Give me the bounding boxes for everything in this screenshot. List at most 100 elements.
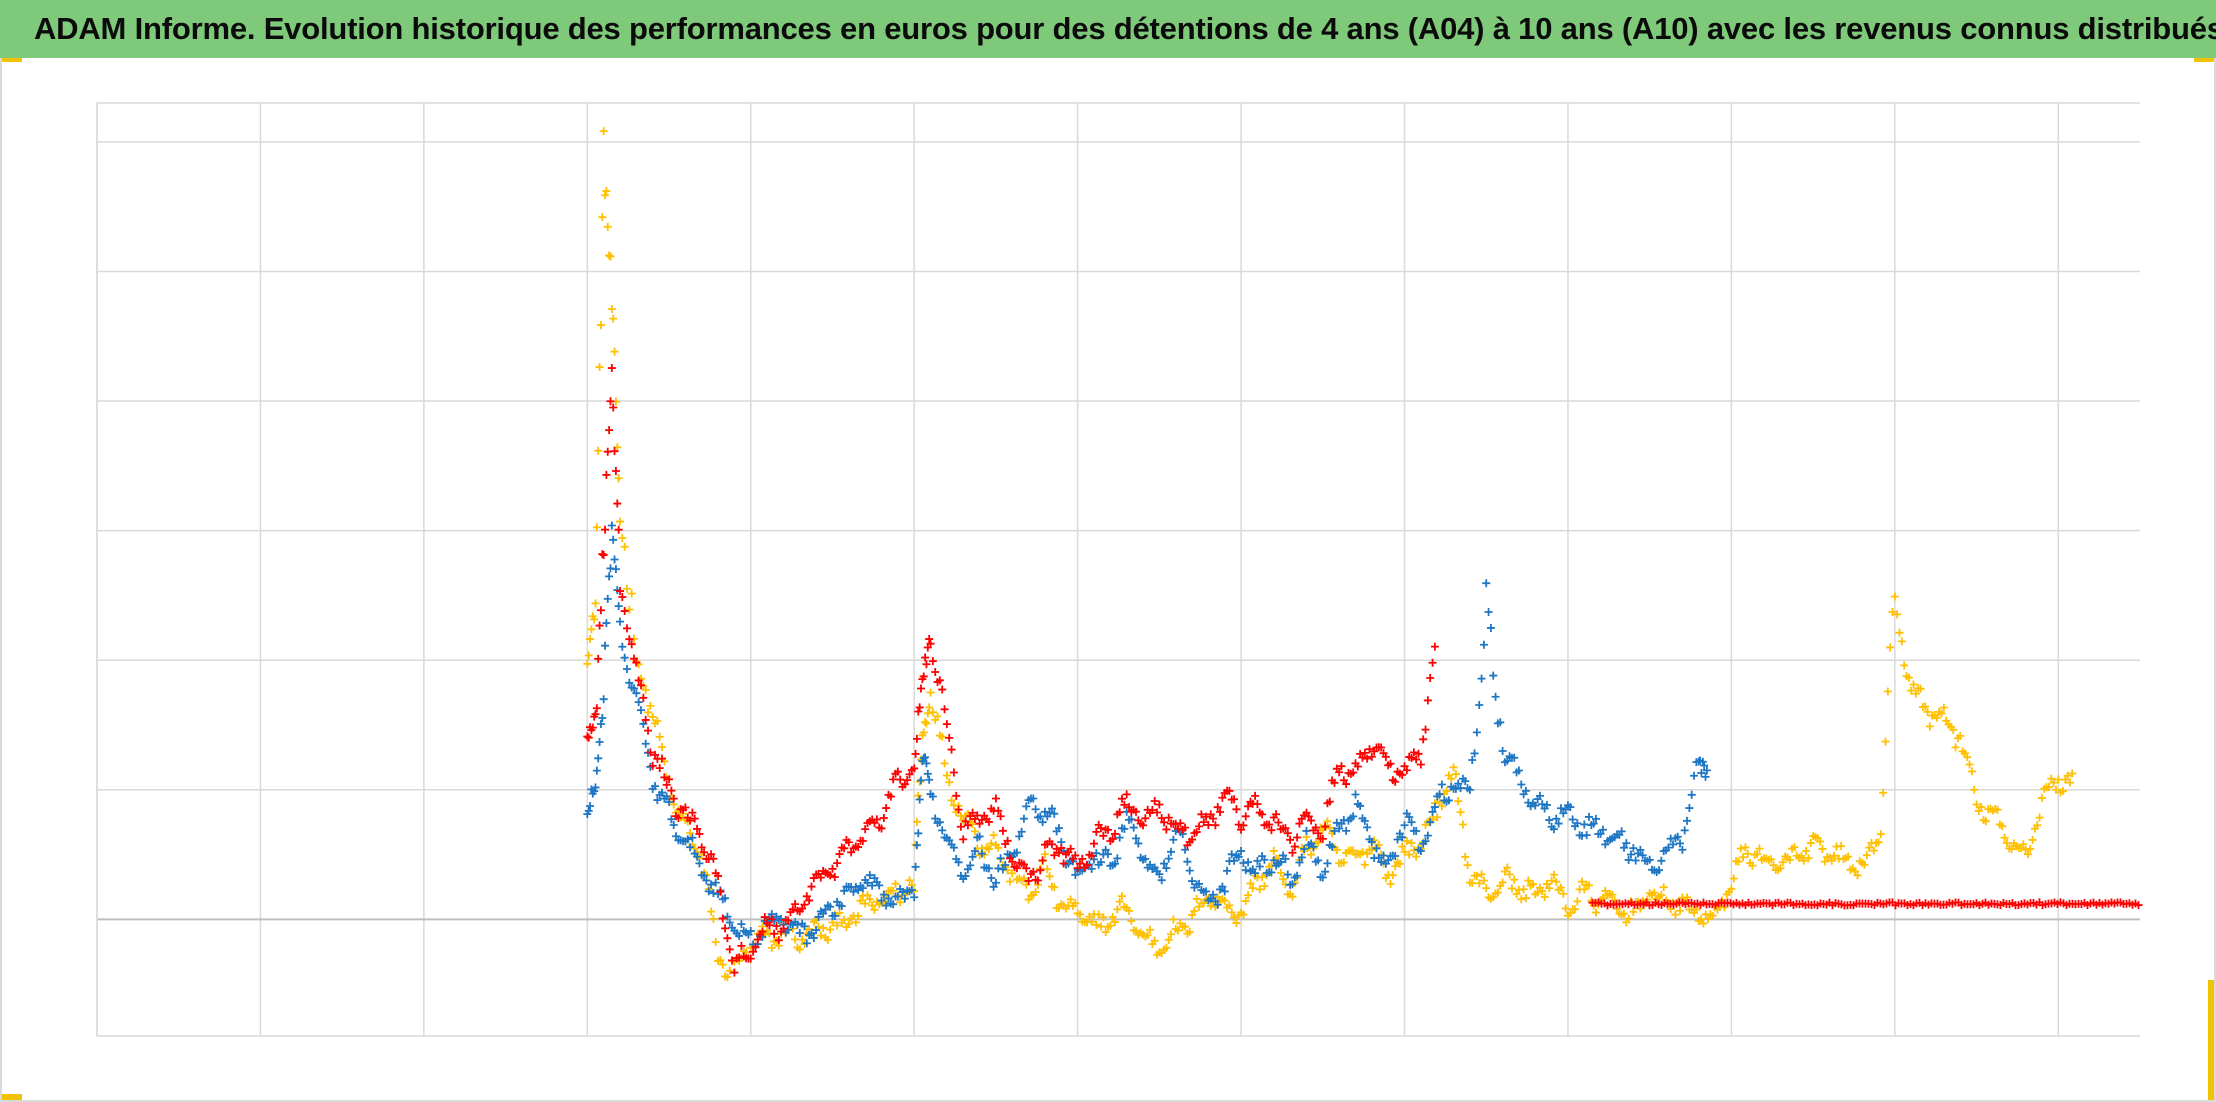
data-point xyxy=(616,517,625,526)
data-point xyxy=(1031,805,1040,814)
data-point xyxy=(1047,804,1056,813)
data-point xyxy=(814,912,823,921)
data-point xyxy=(1456,784,1465,793)
data-point xyxy=(1505,870,1514,879)
data-point xyxy=(1169,835,1178,844)
data-point xyxy=(1869,846,1878,855)
data-point xyxy=(758,927,767,936)
data-point xyxy=(1281,824,1290,833)
data-point xyxy=(1276,868,1285,877)
data-point xyxy=(1932,713,1941,722)
data-point xyxy=(639,693,648,702)
data-point xyxy=(1246,879,1255,888)
data-point xyxy=(1909,680,1918,689)
data-point xyxy=(598,713,607,722)
data-point xyxy=(1195,822,1204,831)
data-point xyxy=(2058,786,2067,795)
data-point xyxy=(1698,757,1707,766)
data-point xyxy=(686,843,695,852)
data-point xyxy=(1129,823,1138,832)
data-point xyxy=(1019,814,1028,823)
data-point xyxy=(1400,762,1409,771)
data-point xyxy=(625,678,634,687)
data-point xyxy=(1066,895,1075,904)
data-point xyxy=(1584,812,1593,821)
data-point xyxy=(681,803,690,812)
data-point xyxy=(609,314,618,323)
data-point xyxy=(1444,796,1453,805)
data-point xyxy=(926,639,935,648)
data-point xyxy=(772,922,781,931)
data-point xyxy=(735,953,744,962)
data-point xyxy=(1949,725,1958,734)
data-point xyxy=(1673,832,1682,841)
data-point xyxy=(601,525,610,534)
data-point xyxy=(1755,844,1764,853)
data-point xyxy=(1582,831,1591,840)
data-point xyxy=(595,363,604,372)
data-point xyxy=(1367,837,1376,846)
data-point xyxy=(863,878,872,887)
data-point xyxy=(898,888,907,897)
data-point xyxy=(603,447,612,456)
data-point xyxy=(844,919,853,928)
data-point xyxy=(925,703,934,712)
data-point xyxy=(1407,753,1416,762)
data-point xyxy=(1428,807,1437,816)
data-point xyxy=(1155,870,1164,879)
data-point xyxy=(695,829,704,838)
data-point xyxy=(1103,850,1112,859)
data-point xyxy=(1491,692,1500,701)
data-point xyxy=(1008,857,1017,866)
data-point xyxy=(751,943,760,952)
data-point xyxy=(653,717,662,726)
data-point xyxy=(1865,843,1874,852)
data-point xyxy=(1521,786,1530,795)
data-point xyxy=(1113,905,1122,914)
data-point xyxy=(791,935,800,944)
data-point xyxy=(590,615,599,624)
data-point xyxy=(877,824,886,833)
data-point xyxy=(900,894,909,903)
data-point xyxy=(1591,814,1600,823)
data-point xyxy=(821,905,830,914)
data-point xyxy=(1876,830,1885,839)
data-point xyxy=(721,924,730,933)
data-point xyxy=(606,252,615,261)
data-point xyxy=(1676,839,1685,848)
data-point xyxy=(1638,851,1647,860)
data-point xyxy=(921,718,930,727)
data-point xyxy=(1881,737,1890,746)
data-point xyxy=(868,881,877,890)
data-point xyxy=(1276,857,1285,866)
data-point xyxy=(1421,725,1430,734)
data-point xyxy=(1998,822,2007,831)
data-point xyxy=(949,843,958,852)
data-point xyxy=(1627,850,1635,859)
data-point xyxy=(915,703,924,712)
data-point xyxy=(655,764,664,773)
data-point xyxy=(767,915,776,924)
data-point xyxy=(1332,845,1341,854)
data-point xyxy=(774,936,783,945)
data-point xyxy=(1598,825,1607,834)
data-point xyxy=(1477,870,1486,879)
data-point xyxy=(2002,838,2011,847)
data-point xyxy=(1454,779,1463,788)
data-point xyxy=(1496,718,1505,727)
data-point xyxy=(1211,821,1220,830)
data-point xyxy=(716,956,725,965)
data-point xyxy=(723,934,732,943)
data-point xyxy=(2063,771,2072,780)
data-point xyxy=(1416,847,1425,856)
data-point xyxy=(861,825,870,834)
data-point xyxy=(984,845,993,854)
data-point xyxy=(1321,822,1330,831)
data-point xyxy=(947,745,956,754)
data-point xyxy=(697,843,706,852)
data-point xyxy=(1414,749,1423,758)
data-point xyxy=(910,764,919,773)
data-point xyxy=(968,808,977,817)
data-point xyxy=(716,887,725,896)
data-point xyxy=(1111,918,1119,927)
